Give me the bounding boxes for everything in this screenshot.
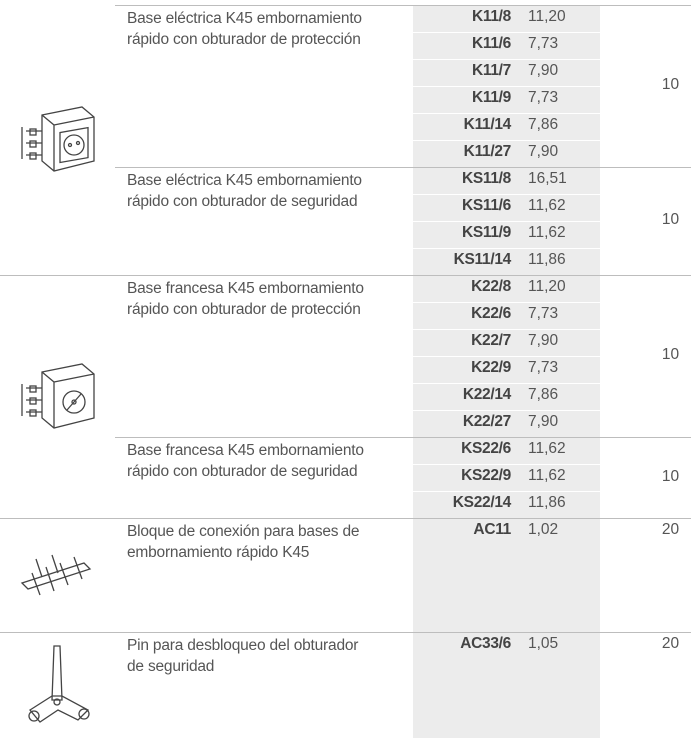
row-separator bbox=[413, 32, 600, 33]
product-code: KS11/6 bbox=[461, 197, 511, 214]
row-separator bbox=[413, 491, 600, 492]
product-price: 7,73 bbox=[528, 89, 559, 106]
pack-quantity: 10 bbox=[661, 467, 680, 485]
product-image bbox=[12, 95, 102, 190]
product-price: 7,90 bbox=[528, 413, 559, 430]
product-description: Bloque de conexión para bases de embornam… bbox=[127, 521, 407, 563]
code-price-background bbox=[413, 438, 600, 518]
product-price: 7,86 bbox=[528, 116, 559, 133]
product-code: K11/27 bbox=[463, 143, 512, 160]
product-price: 11,86 bbox=[528, 494, 566, 511]
group-separator bbox=[115, 167, 691, 168]
product-code: K11/7 bbox=[471, 62, 511, 79]
product-price: 16,51 bbox=[528, 170, 567, 187]
product-code: K22/14 bbox=[462, 386, 511, 403]
pack-quantity: 10 bbox=[661, 211, 680, 228]
product-price: 7,73 bbox=[528, 305, 559, 322]
row-separator bbox=[413, 86, 600, 87]
product-price: 7,73 bbox=[528, 35, 559, 52]
product-price: 7,90 bbox=[528, 332, 559, 349]
row-separator bbox=[413, 194, 600, 195]
product-code: K22/8 bbox=[471, 278, 511, 295]
product-code: K11/14 bbox=[463, 116, 512, 133]
product-code: K11/8 bbox=[471, 8, 511, 25]
product-code: KS11/9 bbox=[461, 224, 511, 241]
row-separator bbox=[413, 248, 600, 249]
product-price: 1,02 bbox=[528, 521, 559, 538]
product-description: Base eléctrica K45 embornamiento rápido c… bbox=[127, 8, 407, 50]
product-code: AC33/6 bbox=[460, 635, 511, 652]
pack-quantity: 20 bbox=[661, 521, 680, 538]
product-description: Base francesa K45 embornamiento rápido co… bbox=[127, 278, 407, 320]
row-separator bbox=[413, 383, 600, 384]
description-line: rápido con obturador de protección bbox=[127, 31, 361, 48]
row-separator bbox=[413, 464, 600, 465]
product-code: K11/9 bbox=[471, 89, 511, 106]
product-code: AC11 bbox=[473, 521, 511, 538]
product-code: K22/7 bbox=[471, 332, 511, 349]
product-image bbox=[18, 640, 98, 735]
description-line: rápido con obturador de seguridad bbox=[127, 193, 358, 210]
row-separator bbox=[413, 113, 600, 114]
description-line: Base eléctrica K45 embornamiento bbox=[127, 172, 362, 189]
row-separator bbox=[413, 302, 600, 303]
family-separator bbox=[115, 5, 691, 6]
description-line: rápido con obturador de protección bbox=[127, 301, 361, 318]
product-code: KS22/14 bbox=[452, 494, 512, 511]
row-separator bbox=[413, 140, 600, 141]
description-line: Base eléctrica K45 embornamiento bbox=[127, 10, 362, 27]
product-image bbox=[12, 352, 102, 447]
description-line: Bloque de conexión para bases de bbox=[127, 523, 360, 540]
product-image bbox=[12, 545, 102, 610]
code-price-background bbox=[413, 519, 600, 632]
product-code: K11/6 bbox=[471, 35, 511, 52]
product-price: 7,86 bbox=[528, 386, 559, 403]
product-code: KS22/9 bbox=[461, 467, 511, 484]
group-separator bbox=[115, 437, 691, 438]
description-line: rápido con obturador de seguridad bbox=[127, 463, 358, 480]
family-separator bbox=[0, 632, 691, 633]
row-separator bbox=[413, 410, 600, 411]
product-code: KS11/14 bbox=[453, 251, 512, 268]
product-description: Pin para desbloqueo del obturador de segu… bbox=[127, 635, 407, 677]
pack-quantity: 10 bbox=[661, 76, 680, 93]
row-separator bbox=[413, 356, 600, 357]
product-description: Base eléctrica K45 embornamiento rápido c… bbox=[127, 170, 407, 212]
family-separator bbox=[0, 275, 691, 276]
product-price: 7,73 bbox=[528, 359, 559, 376]
description-line: Base francesa K45 embornamiento bbox=[127, 280, 364, 297]
product-code: KS22/6 bbox=[461, 440, 511, 457]
product-price: 11,62 bbox=[528, 224, 566, 241]
product-code: KS11/8 bbox=[461, 170, 511, 187]
product-price: 11,62 bbox=[528, 440, 566, 457]
product-price: 7,90 bbox=[528, 143, 559, 160]
product-price: 11,62 bbox=[528, 197, 566, 214]
product-price: 11,62 bbox=[528, 467, 566, 484]
pack-quantity: 10 bbox=[661, 346, 680, 363]
code-price-background bbox=[413, 633, 600, 738]
row-separator bbox=[413, 329, 600, 330]
pack-quantity: 20 bbox=[661, 635, 680, 652]
product-code: K22/27 bbox=[462, 413, 511, 430]
row-separator bbox=[413, 221, 600, 222]
product-price: 11,20 bbox=[528, 278, 566, 295]
product-code: K22/6 bbox=[471, 305, 511, 322]
product-code: K22/9 bbox=[471, 359, 511, 376]
product-price: 11,20 bbox=[528, 8, 566, 25]
family-separator bbox=[0, 518, 691, 519]
row-separator bbox=[413, 59, 600, 60]
product-price: 11,86 bbox=[528, 251, 566, 268]
product-price: 1,05 bbox=[528, 635, 559, 652]
product-price: 7,90 bbox=[528, 62, 559, 79]
description-line: Base francesa K45 embornamiento bbox=[127, 442, 364, 459]
description-line: de seguridad bbox=[127, 658, 215, 675]
description-line: Pin para desbloqueo del obturador bbox=[127, 637, 359, 654]
product-description: Base francesa K45 embornamiento rápido co… bbox=[127, 440, 407, 482]
description-line: embornamiento rápido K45 bbox=[127, 544, 310, 561]
